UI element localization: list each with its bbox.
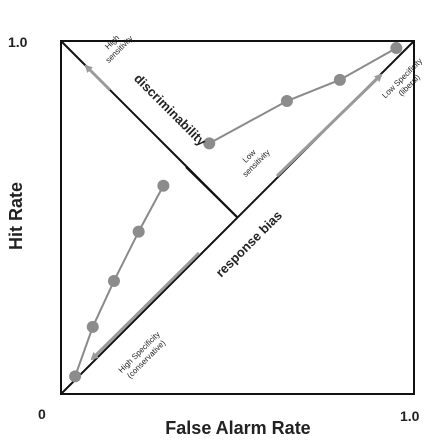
x-max-tick-label: 1.0: [400, 408, 420, 424]
y-max-tick-label: 1.0: [8, 34, 28, 50]
roc-point: [157, 179, 170, 192]
roc-point: [203, 137, 216, 150]
roc-series: [69, 42, 403, 383]
roc-point: [86, 320, 99, 333]
roc-point: [107, 275, 120, 288]
x-axis-label: False Alarm Rate: [165, 418, 310, 438]
high-specificity-label: High Specificity (conservative): [117, 330, 168, 381]
roc-curve-segment-upper: [208, 47, 397, 145]
low-sensitivity-label: Low sensitivity: [241, 148, 272, 179]
high-sensitivity-arrow: [84, 64, 112, 92]
high-specificity-arrow: [90, 251, 201, 361]
low-specificity-label: Low Specificity (liberal): [380, 56, 424, 100]
y-axis-label: Hit Rate: [6, 182, 26, 250]
roc-point: [390, 42, 403, 55]
roc-point: [132, 225, 145, 238]
roc-point: [69, 370, 82, 383]
low-specificity-arrow: [275, 73, 383, 178]
discriminability-label: discriminability: [131, 71, 210, 150]
plot-frame: [60, 40, 415, 395]
discriminability-perpendicular: [185, 166, 238, 218]
response-bias-label: response bias: [213, 208, 285, 280]
roc-point: [280, 95, 293, 108]
roc-point: [333, 73, 346, 86]
high-sensitivity-label: High sensitivity: [103, 33, 135, 65]
origin-tick-label: 0: [38, 406, 46, 422]
